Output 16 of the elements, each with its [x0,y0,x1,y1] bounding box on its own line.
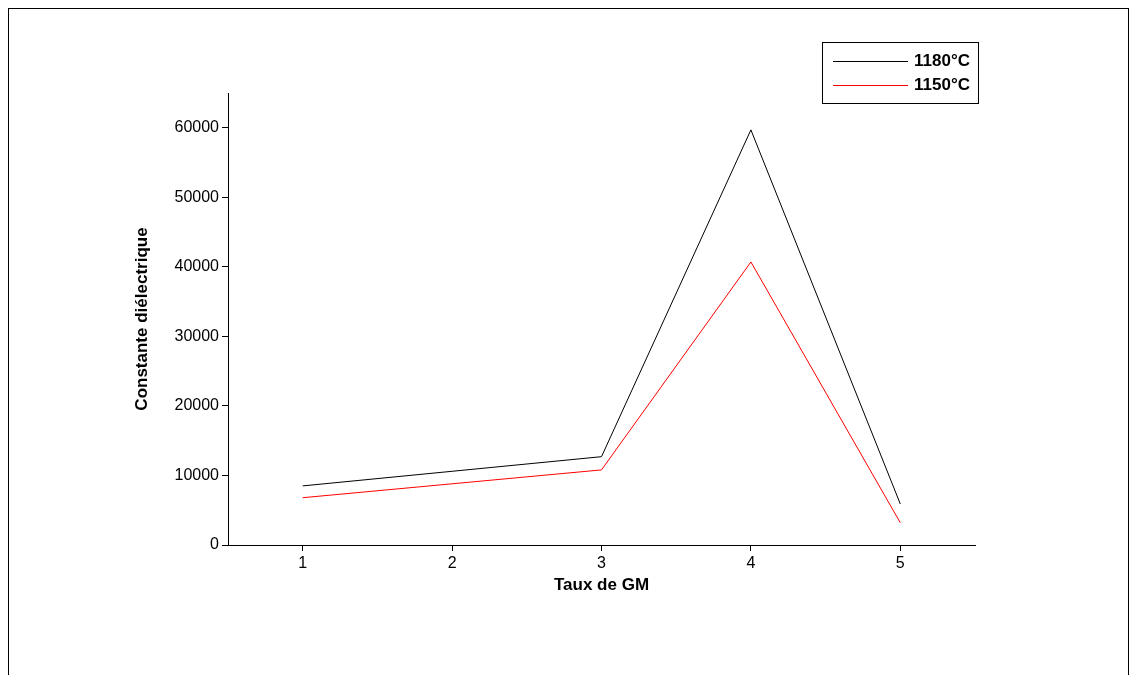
y-tick-label: 10000 [174,465,220,483]
legend-label: 1180°C [914,51,970,71]
y-axis-title: Constante diélectrique [132,227,152,411]
y-tick-label: 40000 [174,257,220,275]
y-tick-label: 20000 [174,396,220,414]
x-tick-label: 3 [597,554,607,572]
x-tick-label: 4 [746,554,756,572]
legend-label: 1150°C [914,75,970,95]
x-tick-label: 2 [447,554,457,572]
x-tick-label: 5 [895,554,905,572]
y-tick-label: 0 [210,535,220,553]
x-axis-title: Taux de GM [552,575,651,595]
y-tick-label: 30000 [174,326,220,344]
x-tick-label: 1 [298,554,308,572]
y-tick-label: 60000 [174,118,220,136]
y-tick-label: 50000 [174,187,220,205]
